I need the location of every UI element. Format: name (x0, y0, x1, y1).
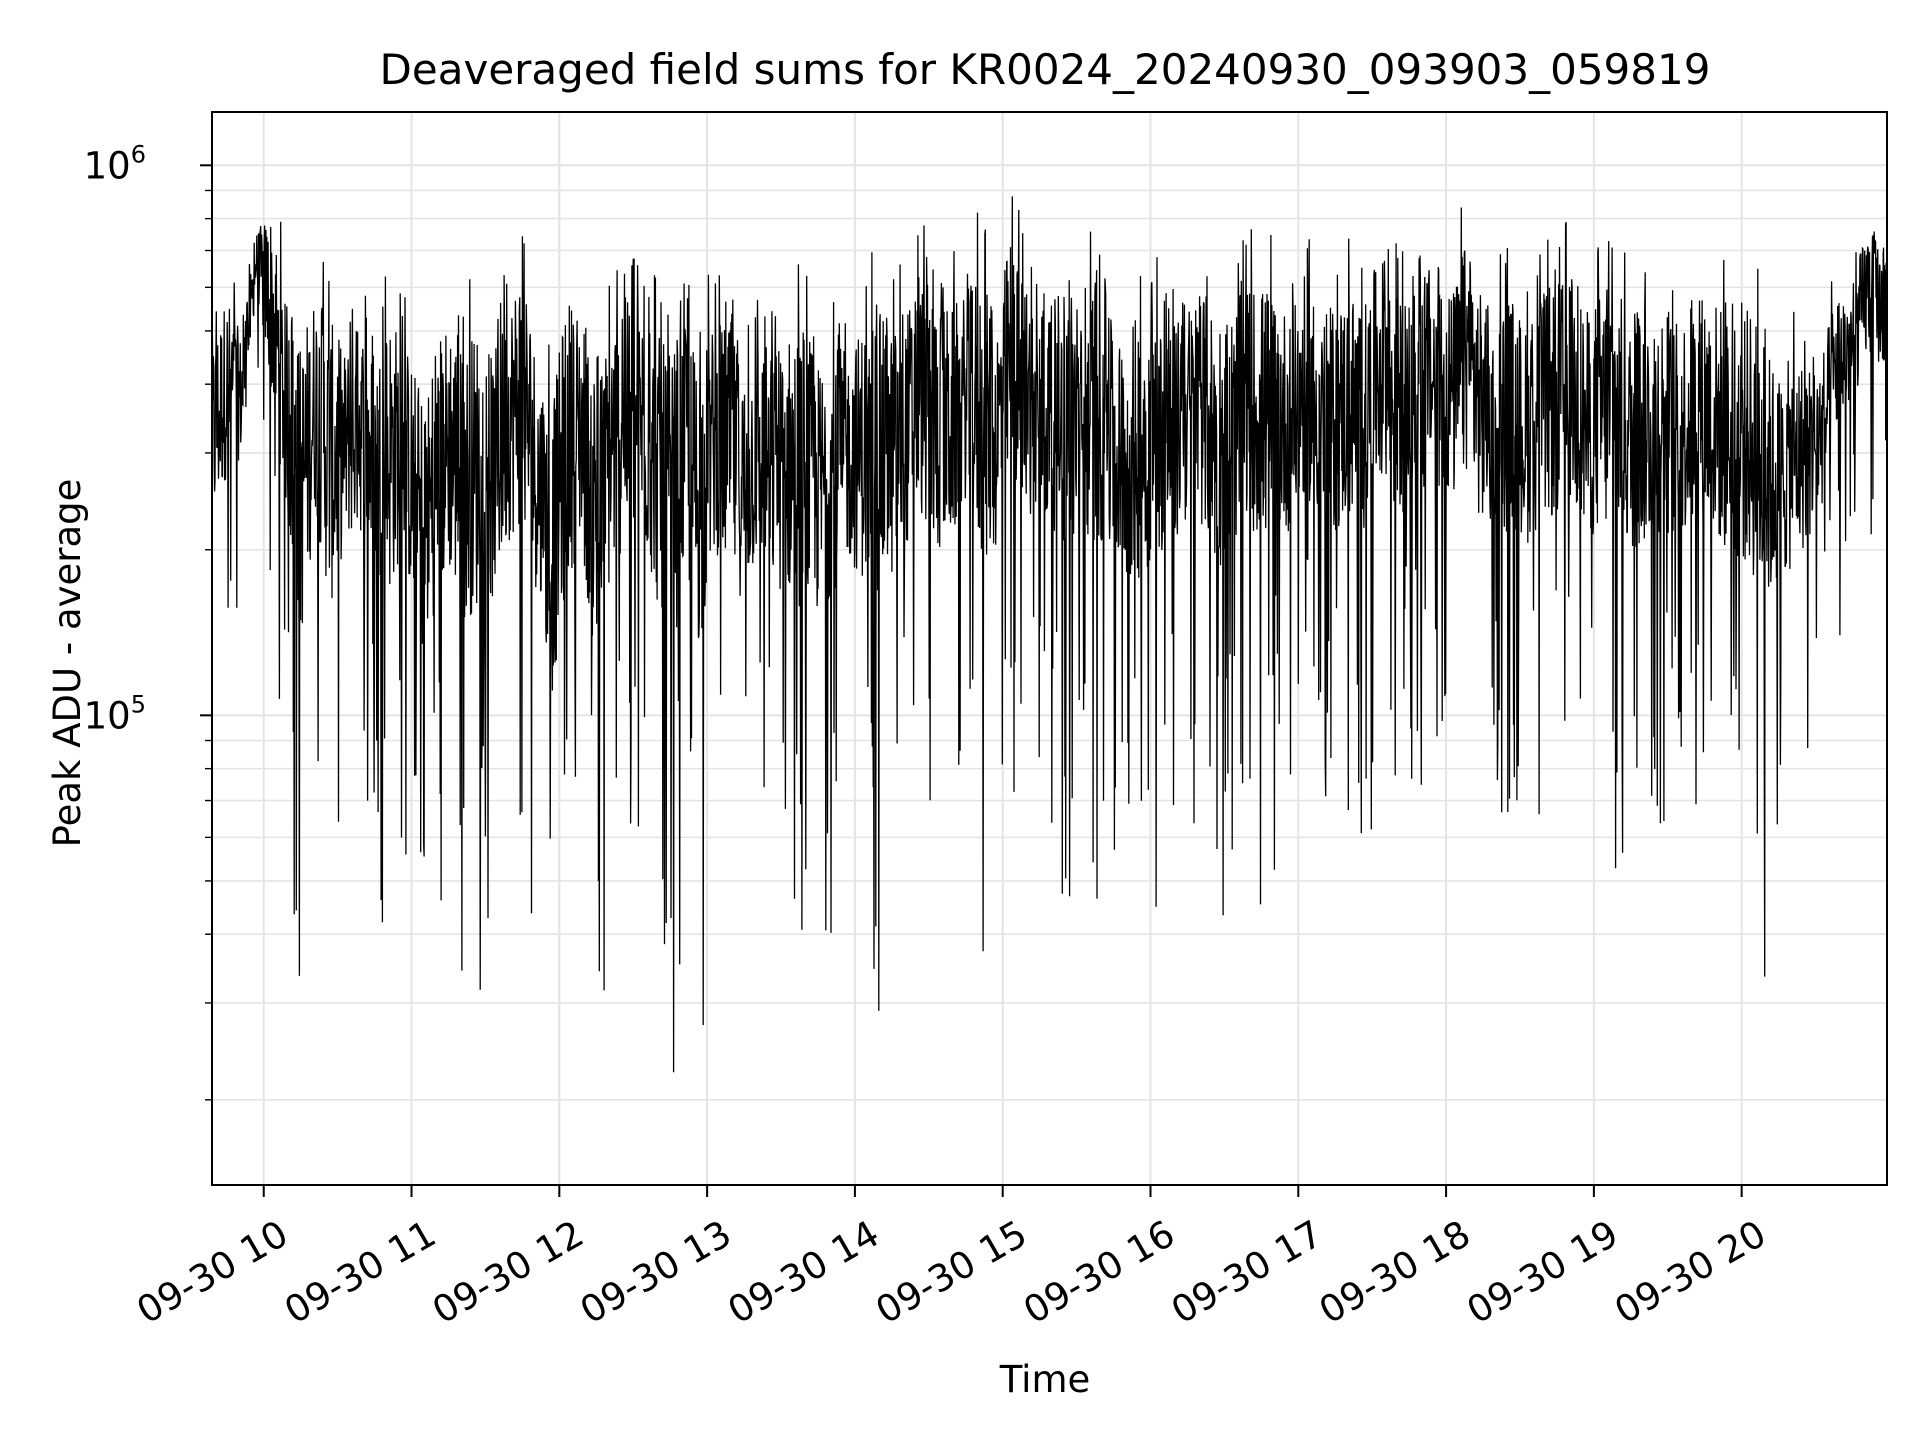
y-tick-label: 106 (84, 140, 146, 187)
y-tick-label: 105 (84, 690, 146, 737)
data-layer (211, 196, 1888, 1073)
data-series-line (211, 196, 1888, 1073)
chart-title: Deaveraged field sums for KR0024_2024093… (380, 45, 1711, 94)
x-axis-label: Time (999, 1358, 1091, 1401)
y-axis-label: Peak ADU - average (46, 479, 89, 848)
plot-frame (211, 111, 1888, 1186)
